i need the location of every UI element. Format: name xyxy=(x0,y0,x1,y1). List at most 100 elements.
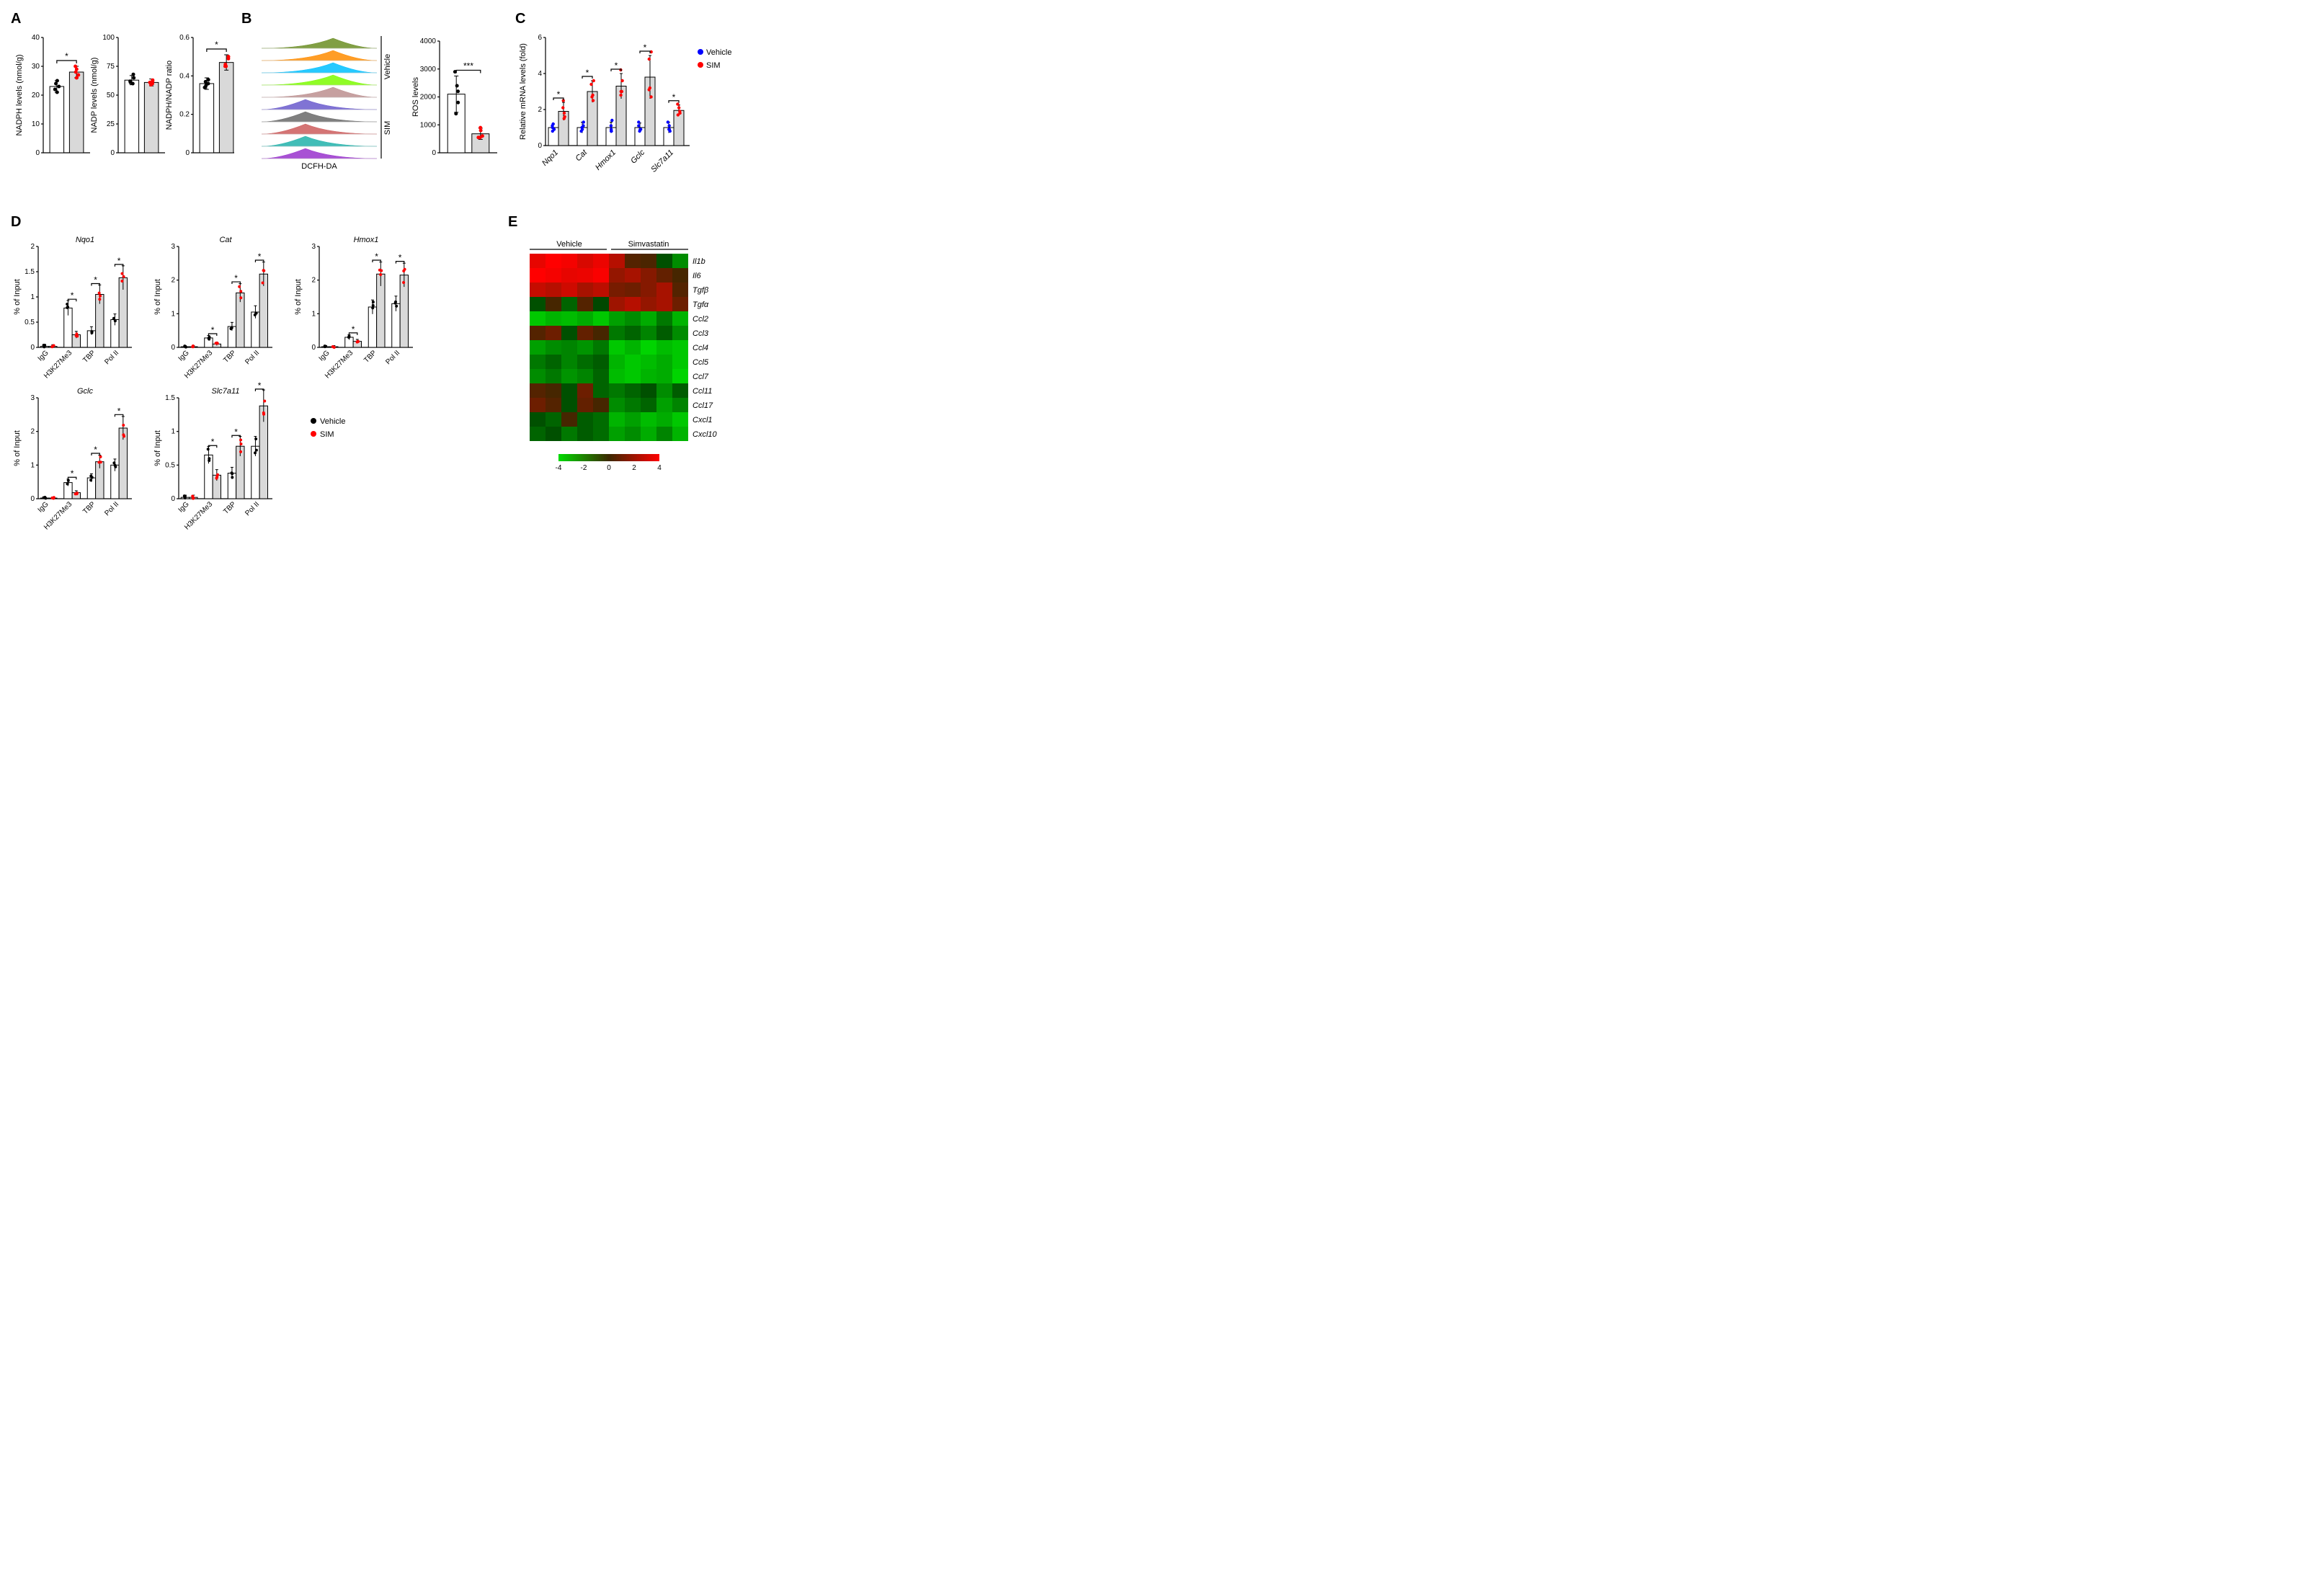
svg-text:0: 0 xyxy=(171,344,175,352)
svg-text:*: * xyxy=(258,252,262,262)
svg-text:Slc7a11: Slc7a11 xyxy=(212,387,240,396)
svg-text:Ccl7: Ccl7 xyxy=(693,373,709,381)
svg-text:Nqo1: Nqo1 xyxy=(540,148,560,168)
svg-text:IgG: IgG xyxy=(177,349,191,362)
svg-text:Vehicle: Vehicle xyxy=(383,54,392,79)
panel-C-svg: 0246Relative mRNA levels (fold)*Nqo1*Cat… xyxy=(515,30,746,196)
svg-text:1: 1 xyxy=(30,461,35,469)
svg-text:SIM: SIM xyxy=(383,121,392,135)
svg-text:NADP levels (nmol/g): NADP levels (nmol/g) xyxy=(90,58,99,133)
svg-text:SIM: SIM xyxy=(706,61,721,70)
svg-text:Tgfβ: Tgfβ xyxy=(693,286,709,295)
panel-A-svg: 010203040NADPH levels (nmol/g)*025507510… xyxy=(11,30,234,182)
svg-text:0: 0 xyxy=(432,149,436,157)
svg-text:-4: -4 xyxy=(556,464,562,472)
svg-text:1: 1 xyxy=(311,310,316,318)
svg-text:0.5: 0.5 xyxy=(25,319,35,326)
svg-text:3: 3 xyxy=(311,243,316,251)
svg-text:Simvastatin: Simvastatin xyxy=(628,240,669,249)
svg-text:SIM: SIM xyxy=(320,430,334,439)
panel-A-label: A xyxy=(11,11,234,27)
svg-text:100: 100 xyxy=(102,34,115,42)
svg-text:0: 0 xyxy=(35,149,40,157)
svg-text:50: 50 xyxy=(107,92,115,99)
svg-text:20: 20 xyxy=(32,92,40,99)
svg-text:0: 0 xyxy=(110,149,115,157)
svg-text:0.5: 0.5 xyxy=(165,461,175,469)
svg-text:1.5: 1.5 xyxy=(25,268,35,276)
svg-text:Ccl17: Ccl17 xyxy=(693,401,713,410)
svg-text:Pol II: Pol II xyxy=(103,500,120,517)
panel-E-svg: VehicleSimvastatinIl1bIl6TgfβTgfαCcl2Ccl… xyxy=(508,233,767,507)
svg-text:IgG: IgG xyxy=(37,349,50,362)
svg-text:% of Input: % of Input xyxy=(294,279,303,315)
svg-text:Pol II: Pol II xyxy=(244,349,261,366)
svg-text:*: * xyxy=(644,43,647,53)
svg-text:*: * xyxy=(258,381,262,391)
svg-text:2: 2 xyxy=(538,106,542,114)
svg-text:Slc7a11: Slc7a11 xyxy=(649,148,675,174)
svg-text:Gclc: Gclc xyxy=(77,387,94,396)
svg-text:*: * xyxy=(117,406,121,416)
svg-text:3: 3 xyxy=(30,394,35,402)
svg-text:1000: 1000 xyxy=(420,121,437,129)
svg-text:4: 4 xyxy=(657,464,662,472)
svg-text:0: 0 xyxy=(185,149,190,157)
svg-text:NADPH levels (nmol/g): NADPH levels (nmol/g) xyxy=(15,54,24,135)
svg-text:*: * xyxy=(234,427,238,437)
svg-text:Il1b: Il1b xyxy=(693,257,705,266)
svg-text:Ccl4: Ccl4 xyxy=(693,344,708,352)
svg-text:Vehicle: Vehicle xyxy=(706,48,731,57)
svg-text:0: 0 xyxy=(171,495,175,503)
svg-text:Ccl5: Ccl5 xyxy=(693,358,709,367)
svg-text:TBP: TBP xyxy=(222,500,238,516)
svg-text:2: 2 xyxy=(171,277,175,285)
svg-text:TBP: TBP xyxy=(81,500,97,516)
svg-text:TBP: TBP xyxy=(362,349,378,365)
panel-D-label: D xyxy=(11,214,501,231)
svg-text:Relative mRNA levels (fold): Relative mRNA levels (fold) xyxy=(519,43,527,140)
svg-text:40: 40 xyxy=(32,34,40,42)
svg-text:0: 0 xyxy=(30,495,35,503)
svg-text:Vehicle: Vehicle xyxy=(320,417,345,426)
svg-text:1.5: 1.5 xyxy=(165,394,175,402)
svg-text:Cxcl1: Cxcl1 xyxy=(693,416,713,424)
svg-text:IgG: IgG xyxy=(318,349,331,362)
panel-B-svg: DCFH-DAVehicleSIM01000200030004000ROS le… xyxy=(241,30,508,182)
svg-text:*: * xyxy=(71,468,74,479)
svg-text:*: * xyxy=(215,40,218,50)
svg-text:6: 6 xyxy=(538,34,542,42)
svg-text:0: 0 xyxy=(538,142,542,150)
svg-text:2: 2 xyxy=(311,277,316,285)
svg-text:*: * xyxy=(375,252,378,262)
svg-text:Nqo1: Nqo1 xyxy=(76,236,94,244)
panel-D: D 00.511.52% of InputNqo1IgG*H3K27Me3*TB… xyxy=(11,214,501,547)
svg-text:Pol II: Pol II xyxy=(384,349,401,366)
svg-text:Gclc: Gclc xyxy=(629,148,646,165)
svg-text:0.2: 0.2 xyxy=(179,111,190,119)
svg-text:Hmox1: Hmox1 xyxy=(594,148,618,172)
panel-E-label: E xyxy=(508,214,767,231)
svg-text:0.6: 0.6 xyxy=(179,34,190,42)
svg-text:0: 0 xyxy=(311,344,316,352)
svg-text:Cat: Cat xyxy=(219,236,232,244)
panel-D-svg: 00.511.52% of InputNqo1IgG*H3K27Me3*TBP*… xyxy=(11,233,501,543)
svg-text:Tgfα: Tgfα xyxy=(693,301,709,309)
svg-text:Vehicle: Vehicle xyxy=(556,240,582,249)
row-1: A 010203040NADPH levels (nmol/g)*0255075… xyxy=(11,11,876,200)
svg-text:30: 30 xyxy=(32,63,40,71)
svg-text:% of Input: % of Input xyxy=(13,430,22,466)
svg-text:Ccl3: Ccl3 xyxy=(693,329,709,338)
panel-C: C 0246Relative mRNA levels (fold)*Nqo1*C… xyxy=(515,11,746,200)
svg-text:IgG: IgG xyxy=(37,500,50,514)
row-2: D 00.511.52% of InputNqo1IgG*H3K27Me3*TB… xyxy=(11,214,876,547)
panel-B: B DCFH-DAVehicleSIM01000200030004000ROS … xyxy=(241,11,508,185)
svg-text:Pol II: Pol II xyxy=(244,500,261,517)
panel-A: A 010203040NADPH levels (nmol/g)*0255075… xyxy=(11,11,234,185)
svg-text:10: 10 xyxy=(32,120,40,128)
svg-text:0.4: 0.4 xyxy=(179,72,190,80)
svg-text:3: 3 xyxy=(171,243,175,251)
svg-text:75: 75 xyxy=(107,63,115,71)
svg-text:2000: 2000 xyxy=(420,94,437,102)
svg-text:3000: 3000 xyxy=(420,66,437,74)
